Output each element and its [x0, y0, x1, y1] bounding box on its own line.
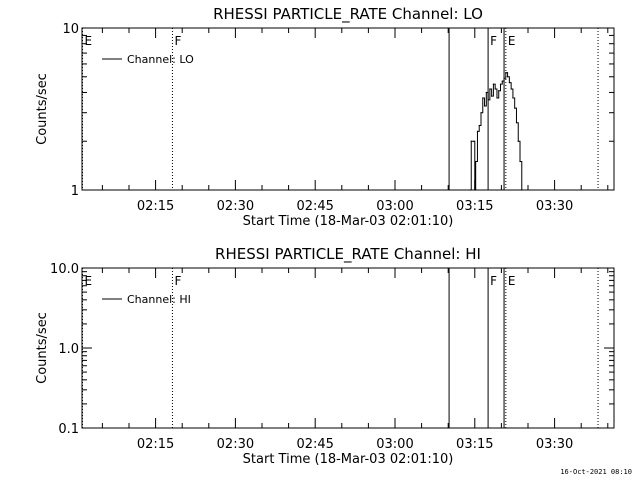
x-tick-label: 02:45 — [296, 199, 333, 214]
data-point — [508, 82, 510, 84]
event-marker-label: F — [490, 274, 497, 288]
data-point — [469, 189, 471, 191]
x-tick-label: 03:15 — [456, 199, 493, 214]
data-point — [475, 160, 477, 163]
y-tick-label: 0.1 — [58, 422, 79, 437]
x-tick-label: 02:15 — [137, 199, 174, 214]
timestamp: 16-Oct-2021 08:10 — [560, 468, 632, 476]
x-axis-label: Start Time (18-Mar-03 02:01:10) — [243, 214, 454, 229]
data-point — [505, 72, 507, 74]
chart-panel-1: RHESSI PARTICLE_RATE Channel: LO Counts/s… — [35, 5, 615, 229]
data-point — [492, 83, 495, 85]
data-point — [499, 83, 502, 85]
y-tick-label: 10 — [62, 22, 79, 37]
data-point — [480, 112, 482, 114]
data-point — [478, 124, 480, 127]
x-tick-label: 02:30 — [217, 437, 254, 452]
event-marker-label: E — [85, 34, 93, 48]
x-tick-label: 03:00 — [376, 437, 413, 452]
x-tick-label: 03:15 — [456, 437, 493, 452]
chart-panel-2: RHESSI PARTICLE_RATE Channel: HI Counts/s… — [35, 245, 615, 467]
event-marker-label: F — [490, 34, 497, 48]
data-point — [512, 97, 514, 99]
data-point — [496, 97, 498, 99]
event-marker-label: E — [508, 274, 516, 288]
data-point — [487, 99, 489, 101]
data-point — [494, 88, 496, 90]
event-marker-label: F — [174, 274, 181, 288]
data-point — [491, 95, 493, 97]
x-tick-label: 02:45 — [296, 437, 333, 452]
x-tick-label: 03:00 — [376, 199, 413, 214]
data-point — [474, 189, 476, 191]
event-marker-label: E — [85, 274, 93, 288]
data-point — [521, 189, 523, 191]
data-point — [515, 122, 518, 124]
y-axis-label: Counts/sec — [35, 73, 50, 145]
legend-label: Channel: HI — [127, 293, 191, 306]
data-point — [485, 91, 487, 94]
x-axis-label: Start Time (18-Mar-03 02:01:10) — [243, 452, 454, 467]
data-point — [503, 77, 505, 79]
y-tick-label: 10.0 — [50, 262, 79, 277]
data-point — [473, 140, 475, 142]
y-tick-label: 1 — [71, 184, 79, 199]
x-tick-label: 03:30 — [536, 437, 573, 452]
chart-title: RHESSI PARTICLE_RATE Channel: HI — [215, 245, 481, 264]
y-axis-label: Counts/sec — [35, 312, 50, 384]
data-point — [519, 160, 521, 163]
chart-title: RHESSI PARTICLE_RATE Channel: LO — [213, 5, 483, 24]
data-point — [510, 88, 512, 90]
x-tick-label: 02:15 — [137, 437, 174, 452]
event-marker-label: E — [508, 34, 516, 48]
data-point — [517, 140, 519, 142]
data-point — [482, 97, 484, 99]
data-point — [498, 90, 500, 92]
data-point — [470, 140, 472, 142]
y-tick-label: 1.0 — [58, 342, 79, 357]
series-line — [470, 72, 523, 191]
x-tick-label: 02:30 — [217, 199, 254, 214]
data-point — [489, 88, 491, 90]
legend-label: Channel: LO — [127, 53, 194, 66]
x-tick-label: 03:30 — [536, 199, 573, 214]
data-point — [476, 130, 479, 133]
data-point — [514, 107, 516, 109]
data-point — [501, 80, 503, 82]
data-point — [483, 105, 486, 107]
event-marker-label: F — [174, 34, 181, 48]
plot-frame — [81, 267, 615, 429]
data-point — [507, 76, 509, 78]
